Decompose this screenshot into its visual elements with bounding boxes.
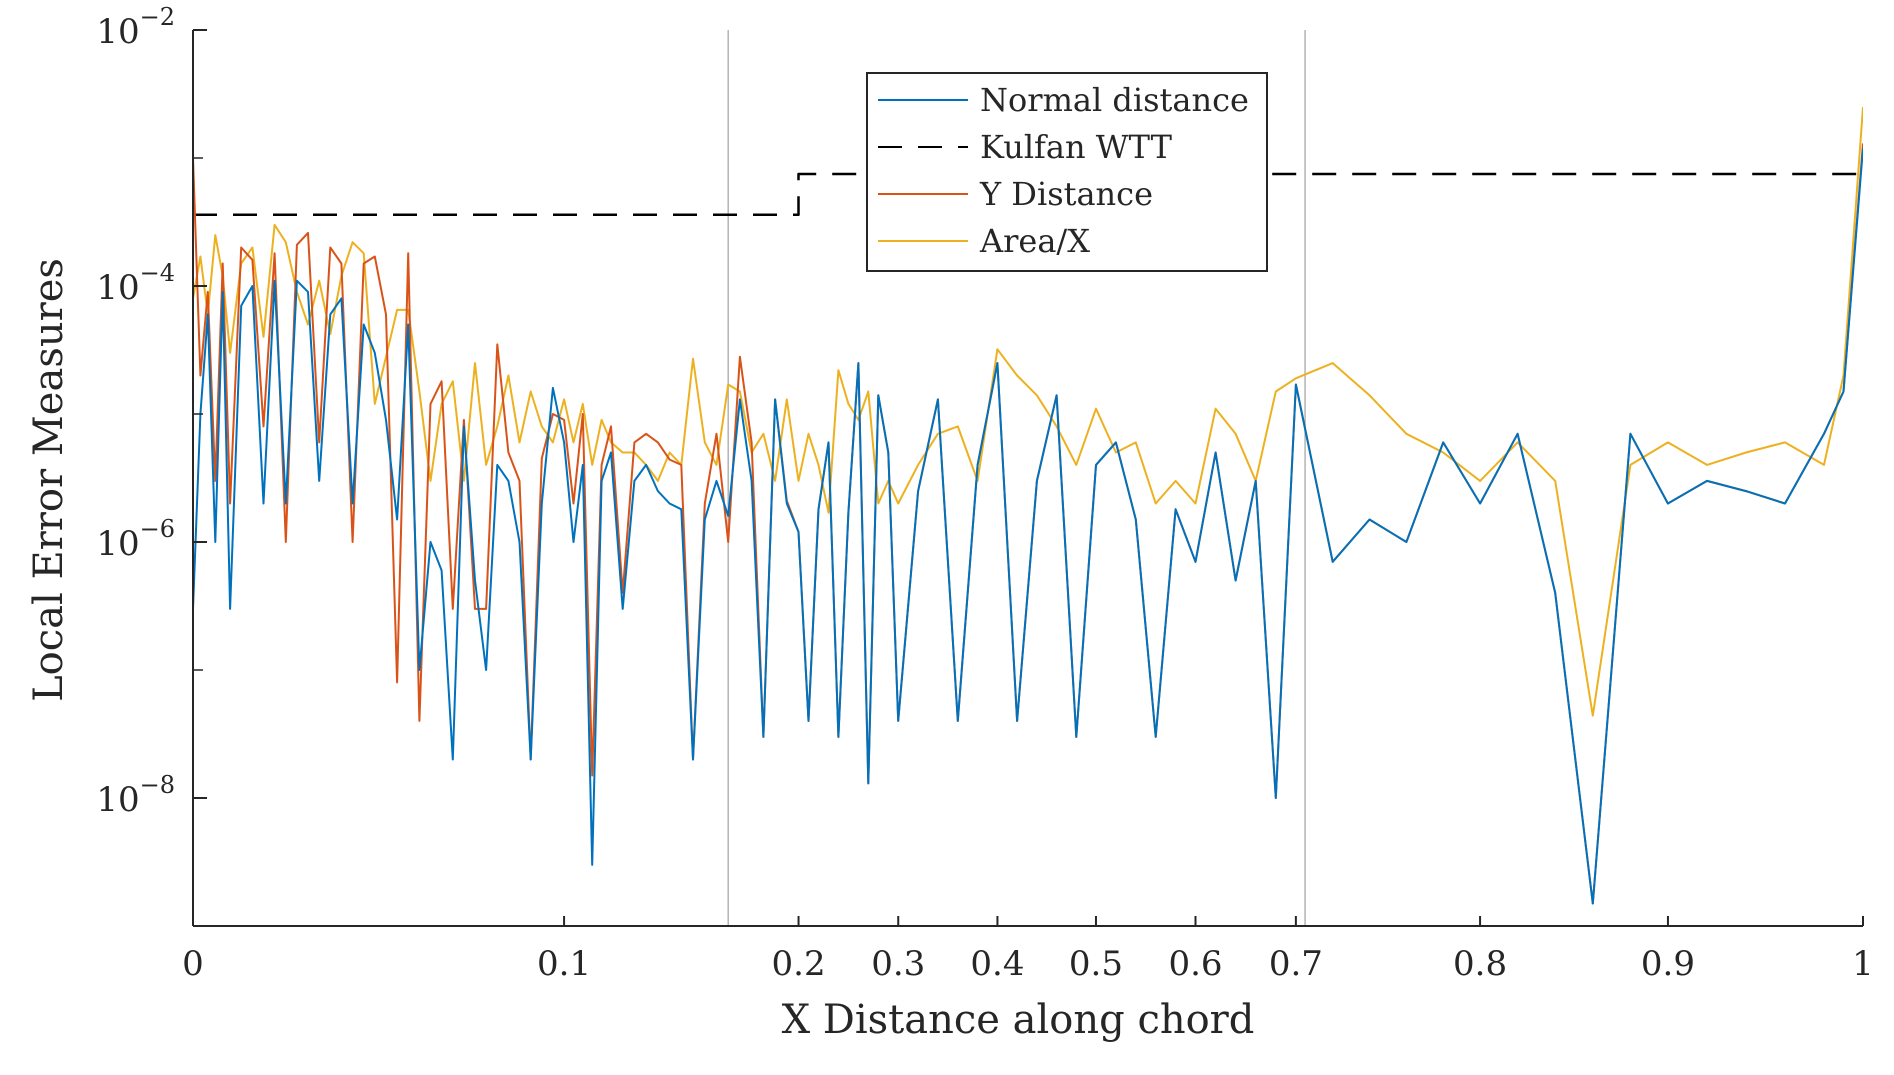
- y-tick-label: 10−6: [96, 515, 175, 564]
- x-tick-label: 0.7: [1269, 944, 1323, 984]
- y-axis-ticks: 10−8 10−6 10−4 10−2: [96, 3, 207, 927]
- y-tick-label: 10−4: [96, 259, 175, 308]
- x-tick-label: 0.6: [1168, 944, 1222, 984]
- series-line-kulfan-wtt: [193, 172, 1863, 217]
- series-layer: [193, 107, 1863, 905]
- legend-label: Area/X: [979, 222, 1090, 260]
- series-line-normal-distance: [193, 147, 1863, 905]
- x-tick-label: 0.8: [1453, 944, 1507, 984]
- vertical-markers: [727, 30, 1306, 926]
- x-tick-label: 0.3: [871, 944, 925, 984]
- x-axis-ticks: 0 0.1 0.2 0.3 0.4 0.5 0.6 0.7 0.8 0.9 1: [182, 916, 1874, 984]
- legend: Normal distance Kulfan WTT Y Distance Area/…: [866, 72, 1268, 272]
- x-tick-label: 0.2: [772, 944, 826, 984]
- x-tick-label: 0: [182, 944, 204, 984]
- legend-label: Kulfan WTT: [980, 128, 1173, 166]
- x-tick-label: 0.1: [537, 944, 591, 984]
- y-axis-title: Local Error Measures: [26, 258, 72, 702]
- legend-label: Normal distance: [980, 81, 1249, 119]
- y-tick-label: 10−2: [96, 3, 175, 52]
- legend-label: Y Distance: [979, 175, 1153, 213]
- x-tick-label: 0.9: [1641, 944, 1695, 984]
- legend-box: [866, 72, 1268, 272]
- x-tick-label: 1: [1852, 944, 1874, 984]
- x-tick-label: 0.4: [970, 944, 1024, 984]
- series-line-area-x: [193, 107, 1863, 717]
- x-axis-title: X Distance along chord: [782, 997, 1255, 1043]
- y-tick-label: 10−8: [96, 771, 175, 820]
- x-tick-label: 0.5: [1069, 944, 1123, 984]
